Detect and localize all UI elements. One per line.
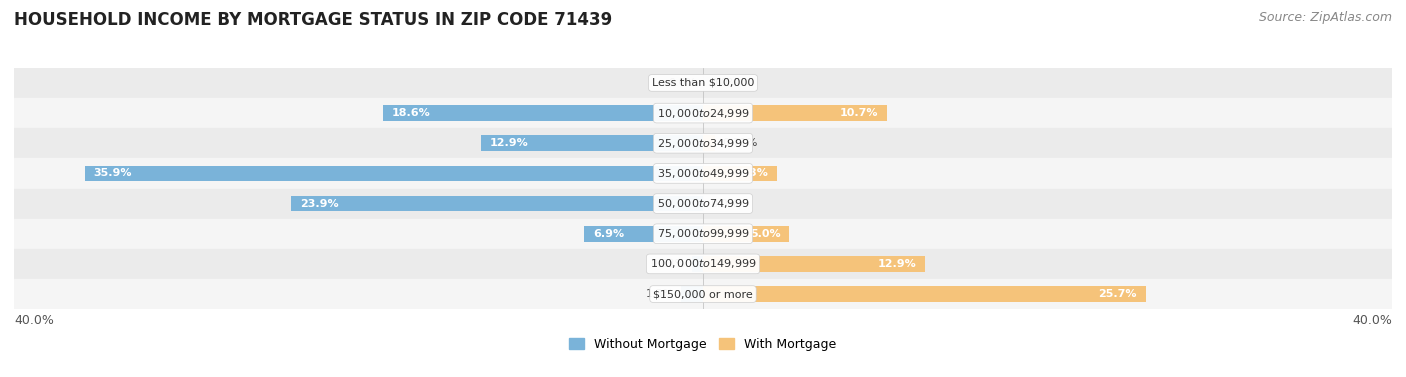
Bar [14, 219, 1392, 249]
Text: 0.0%: 0.0% [710, 199, 738, 208]
Bar [291, 196, 703, 211]
Legend: Without Mortgage, With Mortgage: Without Mortgage, With Mortgage [564, 333, 842, 356]
Text: Less than $10,000: Less than $10,000 [652, 78, 754, 88]
Bar [84, 166, 703, 181]
Text: $150,000 or more: $150,000 or more [654, 289, 752, 299]
Bar [14, 279, 1392, 309]
Bar [382, 105, 703, 121]
Text: 0.63%: 0.63% [650, 259, 685, 269]
Text: 40.0%: 40.0% [1353, 314, 1392, 327]
Text: 0.0%: 0.0% [710, 78, 738, 88]
Bar [703, 226, 789, 242]
Bar [14, 249, 1392, 279]
Text: $25,000 to $34,999: $25,000 to $34,999 [657, 137, 749, 150]
Text: 6.9%: 6.9% [593, 229, 624, 239]
Bar [703, 105, 887, 121]
Text: Source: ZipAtlas.com: Source: ZipAtlas.com [1258, 11, 1392, 24]
Bar [14, 68, 1392, 98]
Text: 5.0%: 5.0% [749, 229, 780, 239]
Text: $10,000 to $24,999: $10,000 to $24,999 [657, 107, 749, 120]
Bar [14, 98, 1392, 128]
Text: 4.3%: 4.3% [738, 169, 769, 178]
Text: $50,000 to $74,999: $50,000 to $74,999 [657, 197, 749, 210]
Bar [703, 286, 1146, 302]
Text: 1.3%: 1.3% [645, 289, 673, 299]
Text: $35,000 to $49,999: $35,000 to $49,999 [657, 167, 749, 180]
Bar [703, 256, 925, 272]
Text: 18.6%: 18.6% [391, 108, 430, 118]
Text: 35.9%: 35.9% [93, 169, 132, 178]
Bar [703, 166, 778, 181]
Text: 10.7%: 10.7% [841, 108, 879, 118]
Text: 23.9%: 23.9% [299, 199, 339, 208]
Text: 12.9%: 12.9% [877, 259, 917, 269]
Bar [692, 256, 703, 272]
Bar [14, 158, 1392, 188]
Text: $100,000 to $149,999: $100,000 to $149,999 [650, 257, 756, 270]
Text: 12.9%: 12.9% [489, 138, 529, 148]
Text: 0.0%: 0.0% [668, 78, 696, 88]
Bar [14, 188, 1392, 219]
Bar [703, 135, 716, 151]
Bar [583, 226, 703, 242]
Bar [14, 128, 1392, 158]
Bar [681, 286, 703, 302]
Text: $75,000 to $99,999: $75,000 to $99,999 [657, 227, 749, 240]
Text: HOUSEHOLD INCOME BY MORTGAGE STATUS IN ZIP CODE 71439: HOUSEHOLD INCOME BY MORTGAGE STATUS IN Z… [14, 11, 612, 29]
Bar [481, 135, 703, 151]
Text: 25.7%: 25.7% [1098, 289, 1137, 299]
Text: 0.71%: 0.71% [723, 138, 758, 148]
Text: 40.0%: 40.0% [14, 314, 53, 327]
